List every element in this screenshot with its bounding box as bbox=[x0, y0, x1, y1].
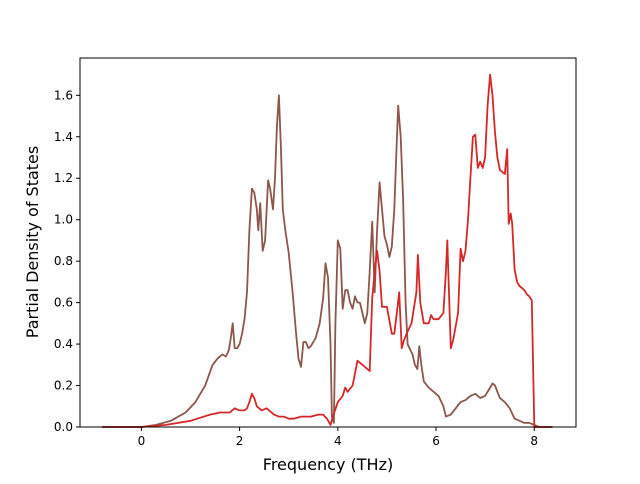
y-tick-label: 0.6 bbox=[54, 296, 73, 310]
x-tick-label: 8 bbox=[530, 434, 538, 448]
y-tick-label: 1.0 bbox=[54, 213, 73, 227]
x-tick-label: 2 bbox=[236, 434, 244, 448]
x-tick-label: 0 bbox=[138, 434, 146, 448]
y-tick-label: 0.0 bbox=[54, 420, 73, 434]
y-tick-label: 1.6 bbox=[54, 88, 73, 102]
y-axis-label: Partial Density of States bbox=[23, 146, 42, 338]
x-axis-ticks: 0 2 4 6 8 bbox=[138, 427, 538, 448]
y-axis-ticks: 0.0 0.2 0.4 0.6 0.8 1.0 1.2 1.4 1.6 bbox=[54, 88, 80, 434]
x-tick-label: 6 bbox=[432, 434, 440, 448]
x-tick-label: 4 bbox=[334, 434, 342, 448]
y-tick-label: 1.2 bbox=[54, 171, 73, 185]
y-tick-label: 0.8 bbox=[54, 254, 73, 268]
plot-frame bbox=[79, 57, 577, 428]
series-layer bbox=[102, 73, 553, 428]
plot-area bbox=[80, 58, 576, 427]
y-tick-label: 1.4 bbox=[54, 130, 73, 144]
y-tick-label: 0.2 bbox=[54, 379, 73, 393]
x-axis-label: Frequency (THz) bbox=[263, 455, 393, 474]
series-line-1 bbox=[102, 94, 553, 428]
series-line-2 bbox=[102, 73, 553, 428]
y-tick-label: 0.4 bbox=[54, 337, 73, 351]
